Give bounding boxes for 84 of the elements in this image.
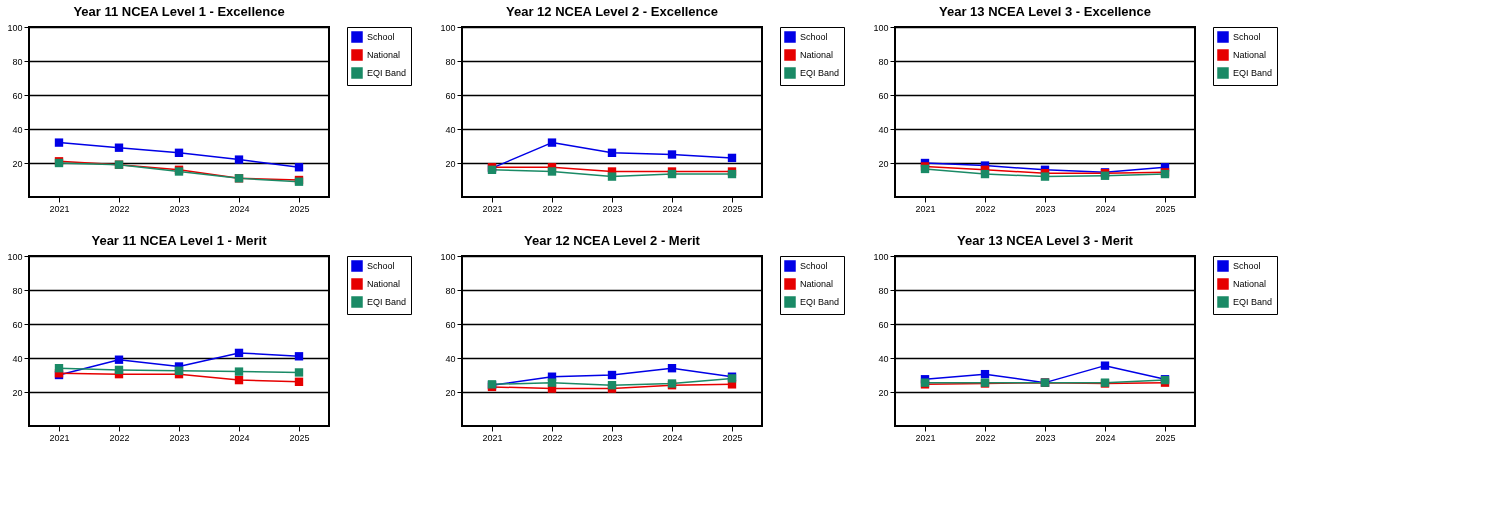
y-tick-label: 80	[12, 56, 23, 67]
legend-label: School	[1233, 261, 1261, 271]
x-tick-label: 2024	[662, 203, 683, 214]
y-tick-label: 80	[445, 285, 456, 296]
x-tick-label: 2021	[915, 203, 936, 214]
y-tick-label: 20	[878, 158, 889, 169]
y-tick-label: 60	[12, 90, 23, 101]
x-tick-label: 2024	[1095, 203, 1116, 214]
y-tick-label: 100	[7, 22, 23, 33]
x-tick-label: 2021	[49, 432, 70, 443]
y-tick-label: 20	[12, 158, 23, 169]
y-tick-label: 60	[878, 319, 889, 330]
x-tick-label: 2025	[289, 432, 310, 443]
x-tick-label: 2025	[722, 203, 743, 214]
y-tick-label: 40	[878, 124, 889, 135]
x-tick-label: 2025	[1155, 203, 1176, 214]
legend-label: EQI Band	[800, 297, 840, 307]
chart-title: Year 12 NCEA Level 2 - Excellence	[506, 4, 718, 19]
legend-label: National	[367, 50, 401, 60]
y-tick-label: 40	[12, 124, 23, 135]
y-tick-label: 40	[878, 353, 889, 364]
x-tick-label: 2021	[49, 203, 70, 214]
x-tick-label: 2025	[289, 203, 310, 214]
legend-label: EQI Band	[1233, 297, 1273, 307]
y-tick-label: 40	[12, 353, 23, 364]
x-tick-label: 2023	[602, 432, 623, 443]
legend-label: School	[800, 32, 828, 42]
legend-label: EQI Band	[1233, 68, 1273, 78]
y-tick-label: 40	[445, 124, 456, 135]
y-tick-label: 60	[12, 319, 23, 330]
y-tick-label: 100	[873, 251, 889, 262]
y-tick-label: 60	[878, 90, 889, 101]
x-tick-label: 2021	[482, 203, 503, 214]
y-tick-label: 80	[12, 285, 23, 296]
x-tick-label: 2023	[1035, 432, 1056, 443]
x-tick-label: 2022	[975, 432, 996, 443]
x-tick-label: 2023	[169, 203, 190, 214]
y-tick-label: 40	[445, 353, 456, 364]
legend-label: National	[800, 50, 834, 60]
y-tick-label: 100	[440, 22, 456, 33]
x-tick-label: 2023	[602, 203, 623, 214]
y-tick-label: 80	[445, 56, 456, 67]
x-tick-label: 2024	[662, 432, 683, 443]
x-tick-label: 2022	[109, 432, 130, 443]
chart-title: Year 11 NCEA Level 1 - Excellence	[73, 4, 285, 19]
y-tick-label: 100	[873, 22, 889, 33]
chart-title: Year 11 NCEA Level 1 - Merit	[91, 233, 268, 248]
x-tick-label: 2022	[975, 203, 996, 214]
x-tick-label: 2023	[1035, 203, 1056, 214]
legend-label: EQI Band	[367, 68, 407, 78]
x-tick-label: 2024	[229, 432, 250, 443]
y-tick-label: 20	[12, 387, 23, 398]
x-tick-label: 2022	[109, 203, 130, 214]
chart-title: Year 13 NCEA Level 3 - Merit	[957, 233, 1134, 248]
legend-label: National	[800, 279, 834, 289]
y-tick-label: 80	[878, 56, 889, 67]
x-tick-label: 2025	[722, 432, 743, 443]
y-tick-label: 20	[878, 387, 889, 398]
x-tick-label: 2022	[542, 203, 563, 214]
legend-label: School	[367, 32, 395, 42]
chart-title: Year 12 NCEA Level 2 - Merit	[524, 233, 701, 248]
legend-label: School	[800, 261, 828, 271]
legend-label: EQI Band	[800, 68, 840, 78]
x-tick-label: 2023	[169, 432, 190, 443]
y-tick-label: 100	[7, 251, 23, 262]
x-tick-label: 2024	[229, 203, 250, 214]
legend-label: School	[367, 261, 395, 271]
y-tick-label: 100	[440, 251, 456, 262]
y-tick-label: 20	[445, 158, 456, 169]
x-tick-label: 2021	[915, 432, 936, 443]
legend-label: National	[1233, 279, 1267, 289]
legend-label: National	[1233, 50, 1267, 60]
legend-label: National	[367, 279, 401, 289]
x-tick-label: 2022	[542, 432, 563, 443]
x-tick-label: 2021	[482, 432, 503, 443]
y-tick-label: 20	[445, 387, 456, 398]
legend-label: EQI Band	[367, 297, 407, 307]
x-tick-label: 2025	[1155, 432, 1176, 443]
y-tick-label: 80	[878, 285, 889, 296]
legend-label: School	[1233, 32, 1261, 42]
x-tick-label: 2024	[1095, 432, 1116, 443]
chart-title: Year 13 NCEA Level 3 - Excellence	[939, 4, 1151, 19]
y-tick-label: 60	[445, 319, 456, 330]
y-tick-label: 60	[445, 90, 456, 101]
